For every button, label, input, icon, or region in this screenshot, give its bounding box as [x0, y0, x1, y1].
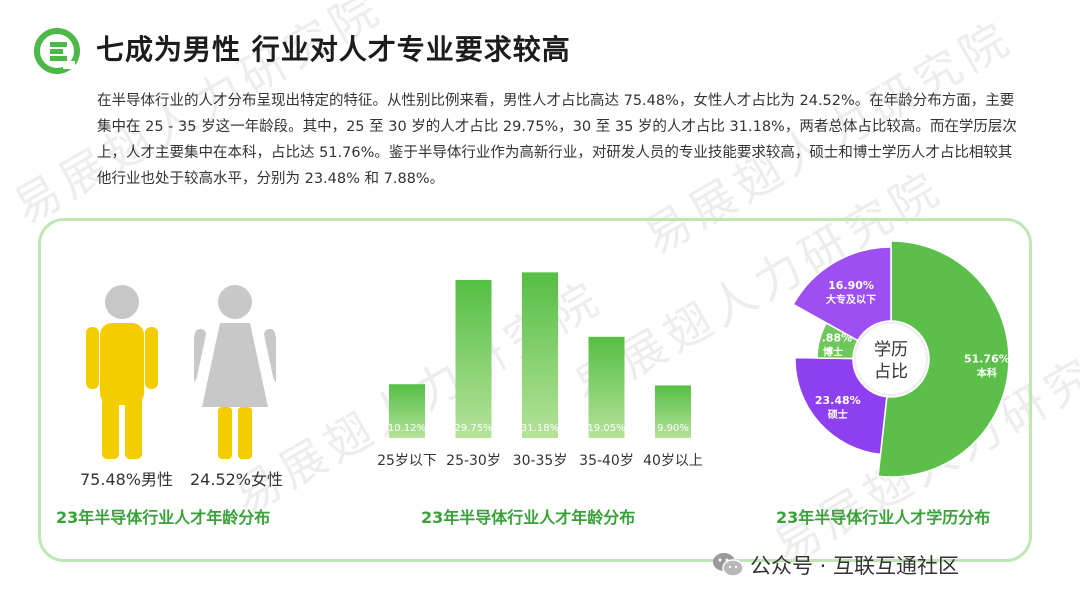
footer-account-text: 公众号 · 互联互通社区 [750, 554, 960, 578]
donut-category-label: 博士 [823, 345, 843, 358]
bar-value-label: 29.75% [454, 423, 492, 434]
donut-slice-3 [792, 246, 892, 342]
donut-value-label: 16.90% [828, 279, 874, 292]
bar-category-label: 30-35岁 [513, 453, 568, 469]
page-title: 七成为男性 行业对人才专业要求较高 [96, 33, 571, 66]
bar-category-label: 25-30岁 [446, 453, 501, 469]
gender-chart-caption: 23年半导体行业人才年龄分布 [56, 508, 271, 527]
age-chart-caption: 23年半导体行业人才年龄分布 [421, 508, 636, 527]
donut-center-label: 占比 [874, 362, 908, 382]
female-figure-icon [194, 285, 276, 459]
donut-value-label: 51.76% [964, 352, 1010, 365]
donut-category-label: 硕士 [828, 408, 848, 421]
donut-value-label: 7.88% [814, 331, 852, 344]
donut-value-label: 23.48% [815, 394, 861, 407]
intro-paragraph: 在半导体行业的人才分布呈现出特定的特征。从性别比例来看，男性人才占比高达 75.… [97, 93, 1017, 187]
female-share-label: 24.52%女性 [190, 470, 284, 489]
bar-category-label: 35-40岁 [579, 453, 634, 469]
bar-4 [655, 385, 691, 438]
male-figure-icon [86, 285, 158, 459]
charts-panel [38, 218, 1032, 562]
bar-value-label: 19.05% [587, 423, 625, 434]
bar-0 [389, 384, 425, 438]
donut-category-label: 大专及以下 [826, 293, 876, 306]
brand-logo [34, 28, 80, 74]
bar-3 [588, 336, 625, 438]
footer-account: 公众号 · 互联互通社区 [712, 550, 959, 580]
donut-center-label: 学历 [874, 340, 908, 360]
donut-category-label: 本科 [977, 366, 997, 379]
bar-1 [455, 279, 492, 438]
education-chart-caption: 23年半导体行业人才学历分布 [776, 508, 991, 527]
donut-slice-1 [794, 356, 888, 456]
bar-value-label: 9.90% [657, 423, 689, 434]
age-bar-chart: 10.12% 25岁以下 29.75% 25-30岁 31.18% 30-35岁 19.05… [377, 272, 703, 469]
bar-value-label: 31.18% [521, 423, 559, 434]
bar-2 [522, 272, 558, 438]
bar-category-label: 25岁以下 [377, 453, 437, 469]
male-share-label: 75.48%男性 [80, 470, 174, 489]
wechat-icon [713, 553, 744, 577]
donut-center [854, 322, 928, 396]
donut-slice-0 [877, 240, 1010, 478]
bar-category-label: 40岁以上 [643, 453, 703, 469]
bar-value-label: 10.12% [388, 423, 426, 434]
